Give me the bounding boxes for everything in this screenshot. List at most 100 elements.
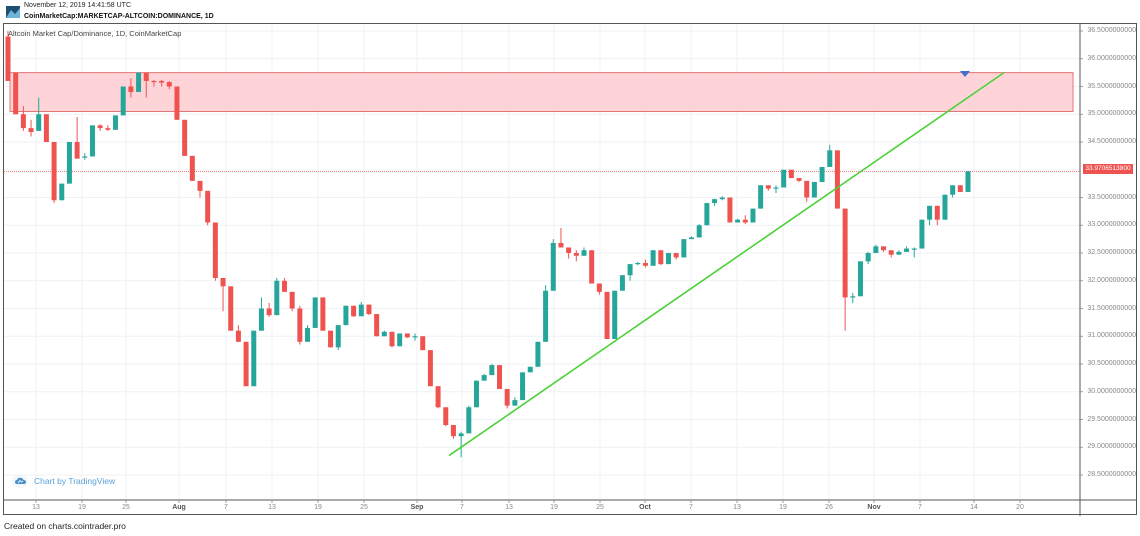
- price-tick-label: 29.5000000000: [1087, 415, 1136, 423]
- candle-down: [934, 205, 940, 220]
- candle-up: [896, 251, 902, 255]
- time-tick-label: 7: [460, 504, 464, 511]
- candle-up: [458, 433, 464, 437]
- time-tick-label: 25: [360, 504, 368, 511]
- candle-up: [136, 72, 142, 93]
- candle-up: [258, 308, 264, 331]
- candle-down: [289, 291, 295, 309]
- candle-down: [366, 304, 372, 315]
- time-tick-label: 13: [268, 504, 276, 511]
- time-tick-label: 19: [779, 504, 787, 511]
- price-tick-label: 29.0000000000: [1087, 443, 1136, 451]
- candle-up: [581, 250, 587, 256]
- candle-up: [358, 304, 364, 317]
- candle-down: [573, 253, 579, 256]
- candle-down: [220, 277, 226, 287]
- candle-down: [420, 336, 426, 351]
- candle-up: [512, 400, 518, 406]
- candle-up: [781, 169, 787, 188]
- candle-up: [942, 194, 948, 220]
- candle-up: [527, 366, 533, 373]
- candle-up: [919, 219, 925, 249]
- candle-down: [212, 222, 218, 278]
- time-tick-label: 13: [32, 504, 40, 511]
- support-trendline: [448, 71, 1005, 457]
- candle-up: [904, 248, 910, 252]
- current-price-label: 33.9706513800: [1083, 164, 1133, 174]
- candle-up: [82, 156, 88, 158]
- price-tick-label: 34.5000000000: [1087, 138, 1136, 145]
- candle-up: [627, 264, 633, 276]
- candle-down: [174, 86, 180, 120]
- tradingview-watermark[interactable]: Chart by TradingView: [12, 474, 115, 488]
- candle-up: [381, 331, 387, 337]
- candle-up: [612, 290, 618, 340]
- candle-down: [228, 286, 234, 331]
- candle-up: [873, 246, 879, 253]
- candle-down: [320, 297, 326, 331]
- candle-down: [297, 308, 303, 342]
- candle-down: [13, 72, 19, 115]
- candle-up: [251, 330, 257, 387]
- price-tick-label: 33.0000000000: [1087, 221, 1136, 229]
- candle-down: [727, 197, 733, 223]
- time-tick-label: Sep: [410, 504, 424, 511]
- candle-down: [888, 250, 894, 255]
- time-tick-label: 13: [733, 504, 741, 511]
- candle-down: [389, 331, 395, 347]
- candle-down: [189, 155, 195, 181]
- candle-down: [796, 178, 802, 181]
- price-tick-label: 32.5000000000: [1087, 249, 1136, 256]
- candle-up: [635, 262, 641, 265]
- candle-up: [335, 325, 341, 348]
- candle-up: [827, 150, 833, 167]
- candle-up: [312, 297, 318, 328]
- symbol-label: CoinMarketCap:MARKETCAP-ALTCOIN:DOMINANC…: [24, 13, 214, 20]
- candle-down: [658, 250, 664, 265]
- candle-up: [865, 253, 871, 262]
- candle-up: [965, 171, 971, 192]
- candle-up: [66, 142, 72, 184]
- candle-up: [466, 407, 472, 434]
- candle-up: [120, 86, 126, 116]
- resistance-zone: [9, 72, 1074, 112]
- candle-down: [235, 330, 241, 342]
- candle-up: [681, 239, 687, 258]
- app-logo-icon: [6, 6, 20, 18]
- candle-up: [735, 219, 741, 223]
- sell-marker-icon: [960, 71, 970, 77]
- chart-header: November 12, 2019 14:41:58 UTC CoinMarke…: [0, 0, 1140, 24]
- candle-up: [59, 183, 65, 201]
- candle-up: [689, 237, 695, 240]
- candle-down: [205, 190, 211, 223]
- candle-down: [243, 341, 249, 387]
- candle-down: [443, 407, 449, 426]
- time-tick-label: 25: [122, 504, 130, 511]
- time-tick-label: 19: [314, 504, 322, 511]
- candle-down: [435, 386, 441, 408]
- candle-up: [750, 208, 756, 223]
- candle-down: [28, 128, 34, 133]
- candle-down: [74, 142, 80, 159]
- candle-up: [696, 225, 702, 238]
- candle-down: [20, 114, 26, 129]
- candle-up: [811, 181, 817, 198]
- candle-down: [566, 247, 572, 253]
- candle-down: [589, 250, 595, 284]
- candle-down: [374, 314, 380, 337]
- time-tick-label: 20: [1016, 504, 1024, 511]
- chart-frame: [3, 23, 1137, 515]
- candle-down: [197, 180, 203, 191]
- candle-up: [911, 248, 917, 250]
- candle-down: [604, 291, 610, 340]
- candle-down: [504, 388, 510, 406]
- candle-up: [520, 372, 526, 401]
- time-tick-label: 25: [596, 504, 604, 511]
- candle-down: [128, 86, 134, 93]
- time-tick-label: 7: [689, 504, 693, 511]
- price-tick-label: 36.0000000000: [1087, 54, 1136, 62]
- candle-down: [105, 128, 111, 130]
- candle-down: [804, 180, 810, 198]
- price-tick-label: 31.0000000000: [1087, 332, 1136, 340]
